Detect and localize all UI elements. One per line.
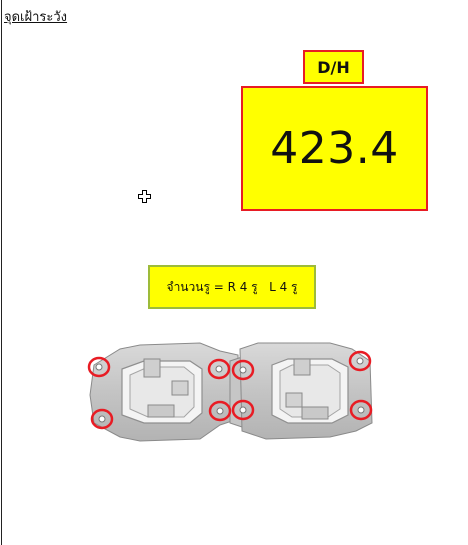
sheet-title: จุดเฝ้าระวัง <box>4 10 68 25</box>
hole-marker-right-top-outer <box>348 350 372 372</box>
hole-marker-left-top-inner <box>207 358 231 380</box>
hole-marker-right-bottom-inner <box>231 399 255 421</box>
hole-marker-left-top-outer <box>87 356 111 378</box>
hole-marker-left-bottom-inner <box>208 400 232 422</box>
cursor-crosshair-icon <box>138 190 151 203</box>
dh-value: 423.4 <box>270 123 399 174</box>
hole-marker-right-bottom-outer <box>349 399 373 421</box>
part-image <box>87 342 373 442</box>
sheet-left-border <box>1 0 2 545</box>
dh-label-box[interactable]: D/H <box>303 50 364 84</box>
hole-markers <box>87 350 373 430</box>
right-bracket <box>239 342 373 440</box>
left-bracket <box>89 342 239 442</box>
hole-count-box[interactable]: จำนวนรู = R 4 รู L 4 รู <box>148 265 316 309</box>
hole-marker-right-top-inner <box>231 359 255 381</box>
dh-value-box[interactable]: 423.4 <box>241 86 428 211</box>
hole-marker-left-bottom-outer <box>90 408 114 430</box>
